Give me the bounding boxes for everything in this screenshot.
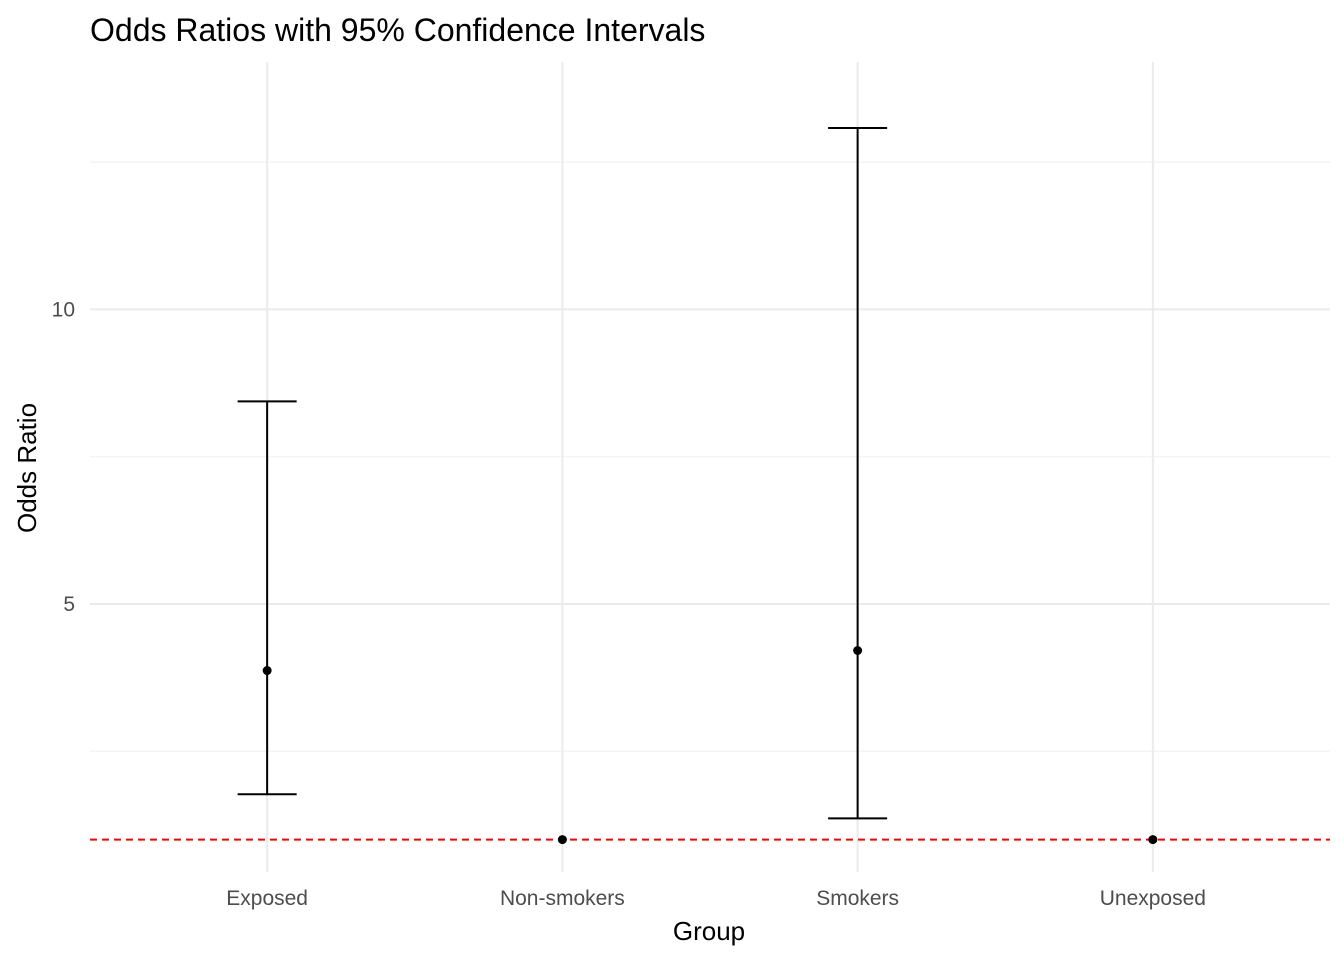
grid [90,62,1330,872]
chart-title: Odds Ratios with 95% Confidence Interval… [90,12,705,48]
x-axis-title: Group [673,916,745,946]
x-tick-label: Unexposed [1100,887,1206,910]
point-layer [262,646,1158,845]
error-bar-layer [237,126,888,820]
data-point [1148,835,1158,845]
y-tick-labels: 5 10 [52,298,75,616]
x-tick-label: Exposed [226,887,308,910]
x-tick-labels: Exposed Non-smokers Smokers Unexposed [226,887,1206,910]
data-point [262,666,272,676]
data-point [557,835,567,845]
y-tick-label: 10 [52,298,75,321]
data-point [853,646,863,656]
x-tick-label: Non-smokers [500,887,625,910]
x-tick-label: Smokers [816,887,899,910]
y-tick-label: 5 [63,593,75,616]
y-axis-title: Odds Ratio [12,403,42,533]
